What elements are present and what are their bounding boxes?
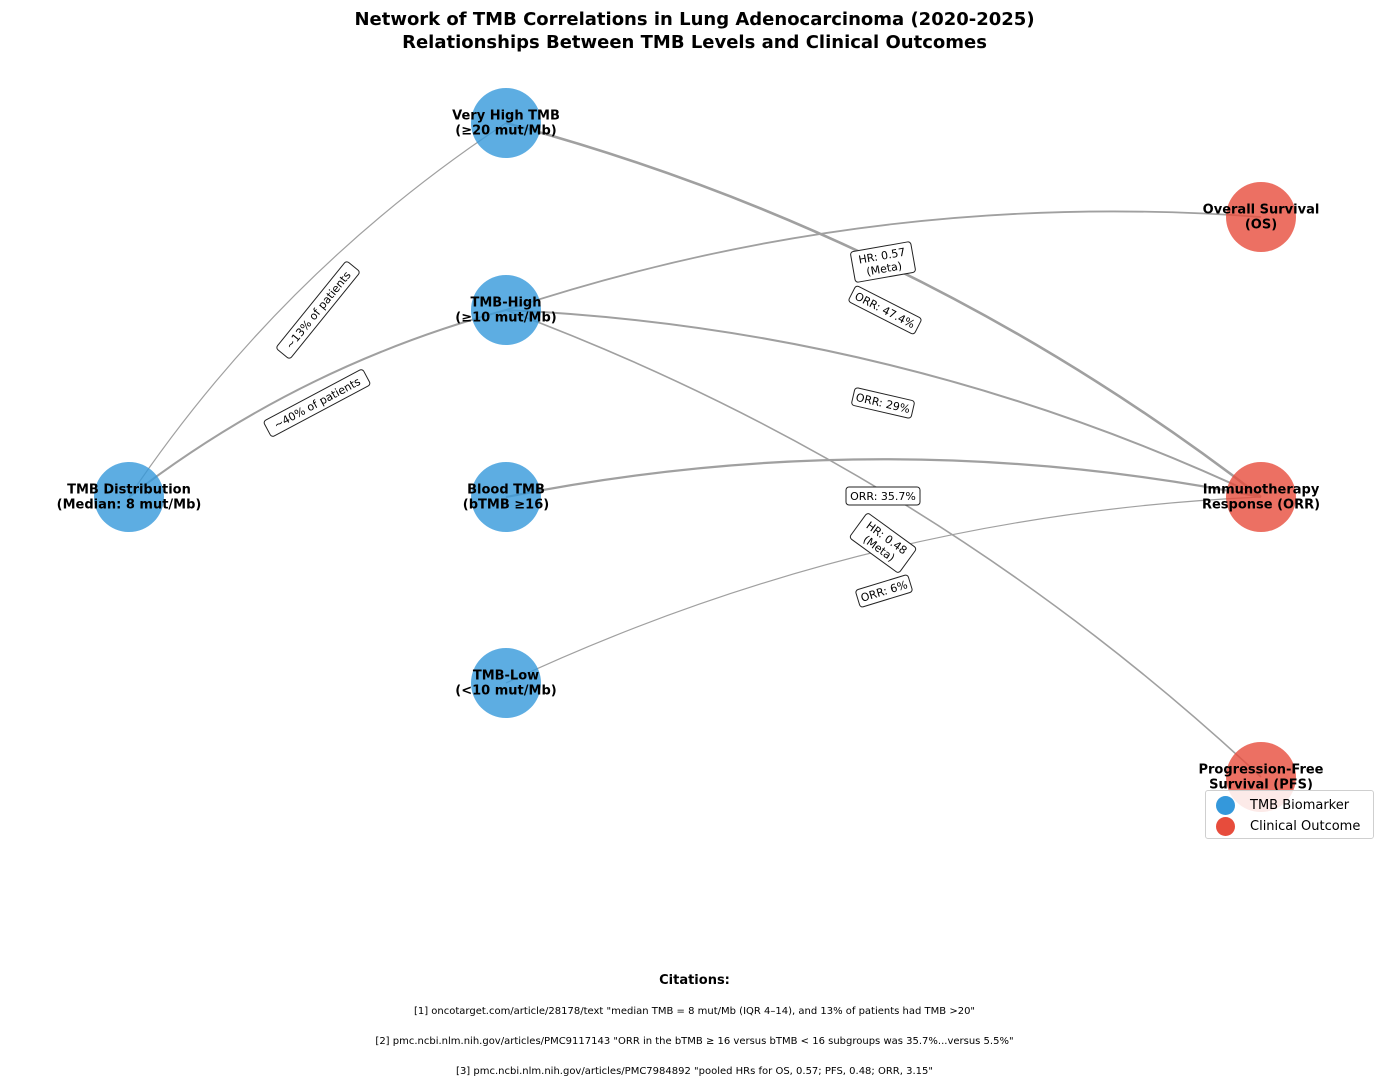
edge-label-blood-orr: ORR: 35.7% <box>845 486 921 506</box>
edge-label-text: (Meta) <box>865 259 903 278</box>
node-label-low: (<10 mut/Mb) <box>455 684 556 699</box>
edge-high-orr <box>505 309 1262 498</box>
edge-label-high-os: HR: 0.57(Meta) <box>850 241 916 283</box>
edge-dist-high <box>128 309 507 498</box>
edge-label-high-orr: ORR: 29% <box>851 387 915 419</box>
edge-label-box <box>276 261 360 359</box>
edge-label-low-orr: ORR: 6% <box>855 574 913 608</box>
edge-label-dist-vhigh: ~13% of patients <box>276 261 360 359</box>
legend-item-outcome: Clinical Outcome <box>1216 816 1360 836</box>
node-label-orr: Response (ORR) <box>1202 498 1320 513</box>
edge-label-high-pfs: HR: 0.48(Meta) <box>849 513 917 573</box>
edge-blood-orr <box>505 458 1262 499</box>
node-label-high: (≥10 mut/Mb) <box>455 311 556 326</box>
edge-label-box <box>855 574 913 608</box>
edge-label-box <box>845 486 921 506</box>
edge-label-text: ~40% of patients <box>272 375 363 432</box>
title-line-1: Network of TMB Correlations in Lung Aden… <box>354 9 1035 30</box>
edge-label-text: ~13% of patients <box>283 269 354 352</box>
node-label-vhigh: Very High TMB <box>452 109 560 124</box>
edge-label-box <box>850 241 916 283</box>
node-vhigh <box>471 88 541 158</box>
edge-label-box <box>851 387 915 419</box>
edge-label-box <box>849 513 917 573</box>
legend-label-biomarker: TMB Biomarker <box>1250 797 1350 813</box>
node-label-dist: (Median: 8 mut/Mb) <box>57 498 202 513</box>
node-labels-layer: TMB Distribution(Median: 8 mut/Mb) Very H… <box>57 109 1324 793</box>
node-label-os: Overall Survival <box>1203 203 1320 218</box>
citations: Citations: [1] oncotarget.com/article/28… <box>0 972 1389 1077</box>
edge-dist-vhigh <box>128 122 507 498</box>
biomarker-dot-icon <box>1216 795 1235 815</box>
node-low <box>471 648 541 718</box>
node-label-high: TMB-High <box>470 296 541 311</box>
citations-heading: Citations: <box>659 973 730 988</box>
edge-high-os <box>505 210 1262 311</box>
node-label-os: (OS) <box>1245 218 1277 233</box>
edges-layer <box>128 121 1262 778</box>
edge-high-pfs <box>505 309 1262 778</box>
node-dist <box>94 462 164 532</box>
node-orr <box>1226 462 1296 532</box>
edge-label-box <box>848 285 922 335</box>
outcome-dot-icon <box>1216 816 1235 836</box>
diagram-title: Network of TMB Correlations in Lung Aden… <box>0 8 1389 54</box>
node-label-vhigh: (≥20 mut/Mb) <box>455 124 556 139</box>
legend-label-outcome: Clinical Outcome <box>1250 818 1361 834</box>
node-high <box>471 275 541 345</box>
node-label-dist: TMB Distribution <box>67 483 191 498</box>
node-label-pfs: Progression-Free <box>1198 763 1323 778</box>
node-label-blood: (bTMB ≥16) <box>463 498 549 513</box>
edge-label-vhigh-orr: ORR: 47.4% <box>848 285 922 335</box>
citation-2: [2] pmc.ncbi.nlm.nih.gov/articles/PMC911… <box>375 1036 1014 1047</box>
legend-item-biomarker: TMB Biomarker <box>1216 795 1349 815</box>
edge-label-text: ORR: 47.4% <box>853 290 917 331</box>
edge-labels-layer: ~13% of patients ~40% of patients HR: 0.57… <box>263 241 922 608</box>
node-label-orr: Immunotherapy <box>1203 483 1320 498</box>
citation-1: [1] oncotarget.com/article/28178/text "m… <box>413 1006 976 1017</box>
title-line-2: Relationships Between TMB Levels and Cli… <box>402 32 987 53</box>
node-label-pfs: Survival (PFS) <box>1209 778 1313 793</box>
edge-label-text: ORR: 35.7% <box>850 490 916 503</box>
legend: TMB Biomarker Clinical Outcome <box>1205 790 1374 839</box>
node-label-low: TMB-Low <box>473 669 539 684</box>
node-blood <box>471 462 541 532</box>
node-label-blood: Blood TMB <box>467 483 545 498</box>
edge-label-box <box>263 369 371 437</box>
node-os <box>1226 182 1296 252</box>
citation-3: [3] pmc.ncbi.nlm.nih.gov/articles/PMC798… <box>456 1066 933 1077</box>
nodes-layer <box>94 88 1296 812</box>
edge-label-dist-high: ~40% of patients <box>263 369 371 437</box>
